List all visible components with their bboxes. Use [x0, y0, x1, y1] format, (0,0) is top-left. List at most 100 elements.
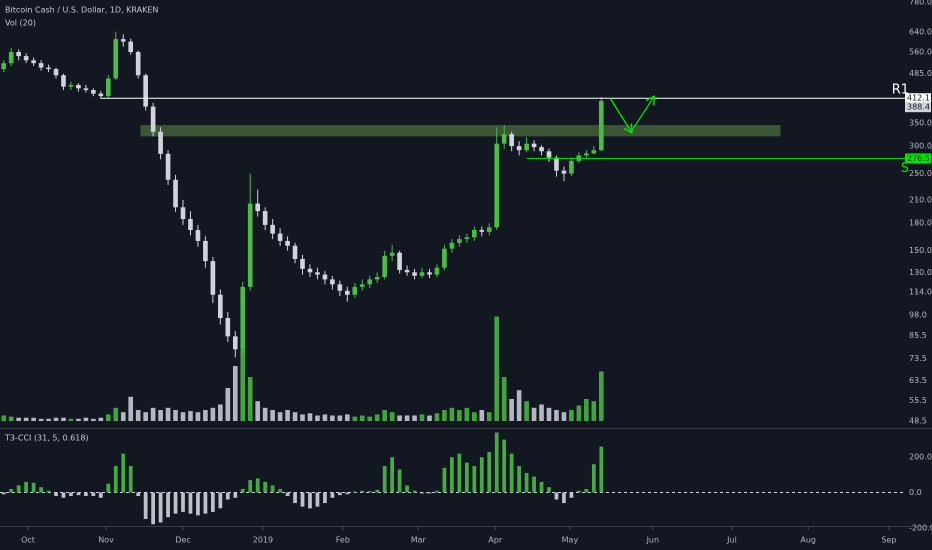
indicator-bar	[509, 453, 514, 493]
candle-body	[307, 268, 313, 273]
indicator-bar	[91, 492, 96, 497]
indicator-bar	[494, 432, 499, 493]
candle-body	[479, 230, 485, 232]
candle-body	[277, 233, 283, 241]
candle-body	[539, 147, 544, 152]
volume-bar	[195, 412, 201, 421]
volume-bar	[8, 416, 14, 421]
x-tick-label: Aug	[800, 536, 816, 545]
volume-bar	[98, 417, 104, 421]
y-tick-label: 130.0	[909, 268, 932, 277]
volume-bar	[561, 412, 567, 421]
x-tick-label: Jul	[726, 536, 737, 545]
indicator-bar	[539, 481, 544, 493]
y-tick-label: 73.5	[909, 354, 927, 363]
indicator-bar	[293, 492, 297, 504]
volume-bar	[165, 407, 171, 421]
y-tick-label: 300.0	[909, 142, 932, 151]
volume-bar	[173, 410, 178, 421]
candle-body	[285, 240, 290, 246]
volume-bar	[457, 410, 462, 421]
level-label: R1	[892, 83, 909, 98]
indicator-bar	[405, 485, 409, 493]
indicator-bar	[562, 492, 566, 504]
indicator-bar	[173, 492, 178, 514]
volume-bar	[1, 415, 7, 421]
y-tick-label: 48.5	[909, 417, 927, 426]
candle-body	[389, 252, 395, 256]
candle-body	[203, 240, 208, 262]
y-tick-label: 55.5	[909, 396, 927, 405]
candle-body	[561, 170, 567, 174]
candle-body	[113, 39, 119, 79]
volume-bar	[76, 418, 81, 421]
candle-body	[457, 239, 462, 243]
candle-body	[427, 272, 432, 275]
candle-body	[359, 284, 365, 287]
indicator-bar	[54, 492, 58, 497]
indicator-bar	[225, 492, 230, 500]
volume-bar	[554, 410, 559, 421]
indicator-bar	[323, 492, 327, 504]
volume-bar	[188, 411, 193, 421]
indicator-bar	[151, 492, 155, 525]
volume-bar	[16, 417, 21, 421]
candle-body	[367, 279, 373, 285]
indicator-bar	[39, 487, 43, 493]
indicator-bar	[390, 457, 395, 493]
volume-bar	[434, 413, 440, 421]
volume-bar	[135, 410, 141, 421]
volume-bar	[285, 410, 290, 421]
candle-body	[98, 93, 104, 97]
volume-bar	[367, 416, 373, 421]
volume-bar	[479, 410, 485, 421]
candle-body	[509, 134, 514, 147]
indicator-bar	[352, 491, 357, 493]
x-tick-label: Oct	[21, 536, 35, 545]
volume-bar	[247, 377, 253, 421]
candle-body	[374, 276, 380, 280]
volume-bar	[486, 412, 492, 421]
indicator-bar	[330, 492, 335, 498]
candle-body	[397, 252, 402, 270]
volume-bar	[262, 407, 268, 421]
indicator-bar	[233, 492, 238, 498]
indicator-bar	[450, 457, 454, 493]
indicator-bar	[457, 453, 462, 493]
indicator-tick-label: 0.0	[909, 488, 922, 497]
volume-bar	[330, 415, 335, 421]
volume-bar	[584, 399, 589, 421]
indicator-bar	[577, 490, 581, 493]
volume-bar	[524, 401, 529, 421]
candle-body	[68, 84, 74, 87]
price-label-box	[905, 153, 931, 164]
indicator-bar	[308, 492, 312, 509]
volume-bar	[322, 414, 328, 421]
x-tick-label: Sep	[881, 536, 896, 545]
candle-body	[412, 272, 417, 276]
indicator-bar	[367, 491, 372, 493]
candle-body	[554, 157, 559, 171]
indicator-bar	[502, 439, 507, 493]
indicator-bar	[263, 481, 268, 493]
candle-body	[23, 56, 29, 61]
indicator-bar	[375, 489, 380, 493]
volume-bar	[38, 418, 44, 421]
candle-body	[404, 269, 410, 273]
candle-body	[8, 51, 14, 64]
y-tick-label: 640.0	[909, 27, 932, 36]
volume-bar	[292, 412, 298, 421]
indicator-bar	[554, 492, 559, 500]
volume-bar	[315, 415, 320, 421]
indicator-bar	[84, 492, 88, 497]
volume-bar	[531, 407, 537, 421]
candle-body	[464, 237, 470, 240]
indicator-bar	[435, 490, 439, 493]
volume-bar	[232, 366, 238, 421]
candle-body	[218, 294, 223, 319]
x-tick-label: Jun	[646, 536, 660, 545]
y-tick-label: 780.0	[909, 0, 932, 7]
volume-bar	[158, 410, 163, 421]
candle-body	[330, 279, 335, 285]
price-label-box	[905, 102, 931, 113]
